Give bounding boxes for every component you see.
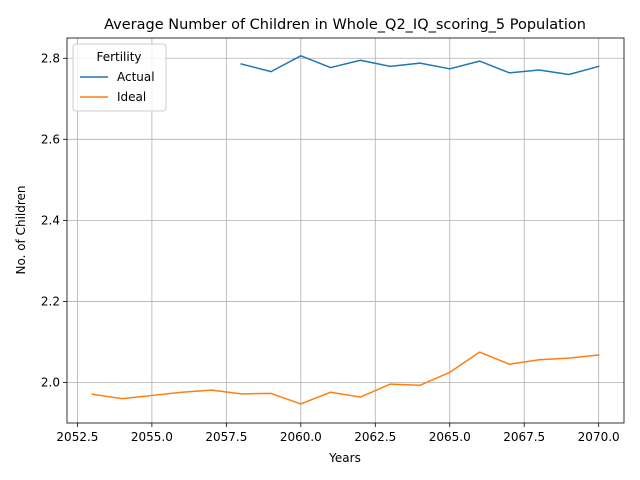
grid xyxy=(67,38,624,423)
x-tick-label: 2067.5 xyxy=(503,430,545,444)
plot-frame xyxy=(66,37,625,424)
x-tick-label: 2052.5 xyxy=(56,430,98,444)
chart-title: Average Number of Children in Whole_Q2_I… xyxy=(104,17,586,33)
legend-box xyxy=(72,43,167,112)
legend-title: Fertility xyxy=(96,50,141,64)
x-axis-label: Years xyxy=(328,451,361,465)
x-tick-label: 2057.5 xyxy=(205,430,247,444)
x-tick-label: 2055.0 xyxy=(131,430,173,444)
legend-label-ideal: Ideal xyxy=(117,90,146,104)
y-axis: 2.0 2.2 2.4 2.6 2.8 xyxy=(41,51,67,389)
x-tick-label: 2060.0 xyxy=(280,430,322,444)
legend-label-actual: Actual xyxy=(117,70,155,84)
y-tick-label: 2.8 xyxy=(41,51,60,65)
x-tick-label: 2065.0 xyxy=(429,430,471,444)
series-line-actual xyxy=(240,55,600,76)
x-tick-label: 2062.5 xyxy=(354,430,396,444)
series-layer xyxy=(91,55,600,405)
series-line-ideal xyxy=(91,351,600,405)
y-tick-label: 2.0 xyxy=(41,375,60,389)
y-tick-label: 2.2 xyxy=(41,294,60,308)
legend: Fertility Actual Ideal xyxy=(72,43,167,112)
y-axis-label: No. of Children xyxy=(14,185,28,274)
y-tick-label: 2.6 xyxy=(41,132,60,146)
y-tick-label: 2.4 xyxy=(41,213,60,227)
x-tick-label: 2070.0 xyxy=(578,430,620,444)
x-axis: 2052.5 2055.0 2057.5 2060.0 2062.5 2065.0 2067… xyxy=(56,423,620,444)
